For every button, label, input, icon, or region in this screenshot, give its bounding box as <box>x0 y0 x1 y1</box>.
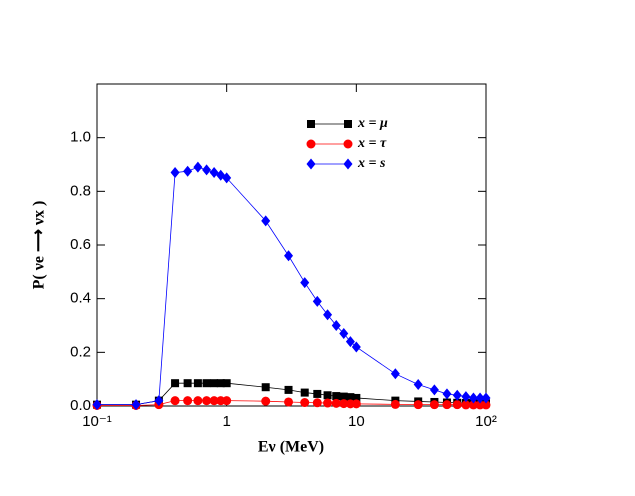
marker-circle <box>170 396 180 406</box>
marker-circle <box>323 398 333 408</box>
series-line <box>97 166 486 406</box>
marker-diamond <box>323 309 333 321</box>
marker-square <box>300 388 309 397</box>
marker-diamond <box>481 392 491 404</box>
legend-label: x = τ <box>357 136 387 151</box>
x-tick-label: 10⁻¹ <box>82 413 112 430</box>
plot-frame <box>96 83 487 407</box>
marker-diamond <box>300 277 310 289</box>
marker-diamond <box>202 164 212 176</box>
marker-diamond <box>351 341 361 353</box>
y-tick-label: 1.0 <box>70 129 91 146</box>
marker-circle <box>261 396 271 406</box>
marker-square <box>332 392 341 401</box>
marker-diamond <box>154 395 164 407</box>
y-tick-label: 0.4 <box>70 290 91 307</box>
marker-diamond <box>92 399 102 411</box>
marker-circle <box>306 139 316 149</box>
marker-diamond <box>442 388 452 400</box>
marker-diamond <box>306 158 316 170</box>
marker-diamond <box>468 392 478 404</box>
marker-circle <box>331 398 341 408</box>
marker-diamond <box>183 165 193 177</box>
marker-circle <box>429 400 439 410</box>
x-tick-label: 1 <box>222 413 230 430</box>
y-tick-label: 0.2 <box>70 343 91 360</box>
marker-square <box>313 389 322 398</box>
marker-square <box>216 379 225 388</box>
marker-diamond <box>193 161 203 173</box>
marker-circle <box>468 400 478 410</box>
marker-square <box>261 383 270 392</box>
marker-diamond <box>413 379 423 391</box>
marker-diamond <box>331 320 341 331</box>
marker-square <box>346 393 355 402</box>
marker-diamond <box>222 172 232 184</box>
marker-square <box>210 379 219 388</box>
marker-circle <box>351 399 361 409</box>
y-tick-label: 0.8 <box>70 182 91 199</box>
marker-square <box>171 379 180 388</box>
x-tick-label: 10² <box>475 413 497 430</box>
marker-square <box>222 379 231 388</box>
marker-circle <box>413 400 423 410</box>
marker-square <box>344 120 352 128</box>
marker-circle <box>461 400 471 410</box>
marker-diamond <box>345 336 355 348</box>
marker-circle <box>183 396 193 406</box>
marker-circle <box>442 400 452 410</box>
marker-square <box>352 393 361 402</box>
marker-diamond <box>390 368 400 380</box>
marker-diamond <box>284 250 294 262</box>
marker-diamond <box>261 215 271 227</box>
marker-square <box>193 379 202 388</box>
marker-diamond <box>429 384 439 396</box>
marker-circle <box>390 399 400 409</box>
marker-diamond <box>461 391 471 403</box>
marker-square <box>183 379 192 388</box>
y-tick-label: 0.6 <box>70 236 91 253</box>
marker-diamond <box>343 158 353 170</box>
marker-circle <box>284 397 294 407</box>
series-line <box>97 382 486 406</box>
marker-square <box>202 379 211 388</box>
legend-label: x = μ <box>357 116 388 131</box>
marker-circle <box>343 139 353 149</box>
marker-square <box>323 391 332 400</box>
marker-diamond <box>339 328 349 340</box>
x-axis-label: Eν (MeV) <box>258 439 324 456</box>
marker-circle <box>481 400 491 410</box>
marker-square <box>284 385 293 394</box>
series-line <box>97 400 486 406</box>
marker-circle <box>339 399 349 409</box>
marker-diamond <box>312 295 322 307</box>
marker-circle <box>193 396 203 406</box>
marker-diamond <box>475 392 485 404</box>
marker-circle <box>222 396 232 406</box>
marker-circle <box>202 396 212 406</box>
marker-circle <box>452 400 462 410</box>
marker-diamond <box>170 167 180 179</box>
marker-circle <box>300 398 310 408</box>
x-tick-label: 10 <box>348 413 365 430</box>
y-tick-label: 0.0 <box>70 397 91 414</box>
marker-circle <box>209 396 219 406</box>
marker-diamond <box>131 399 141 411</box>
marker-diamond <box>452 389 462 401</box>
marker-circle <box>312 398 322 408</box>
marker-square <box>339 392 348 401</box>
y-axis-label: P( νe ⟶ νx ) <box>31 201 48 290</box>
marker-square <box>307 120 315 128</box>
legend-label: x = s <box>357 156 386 171</box>
